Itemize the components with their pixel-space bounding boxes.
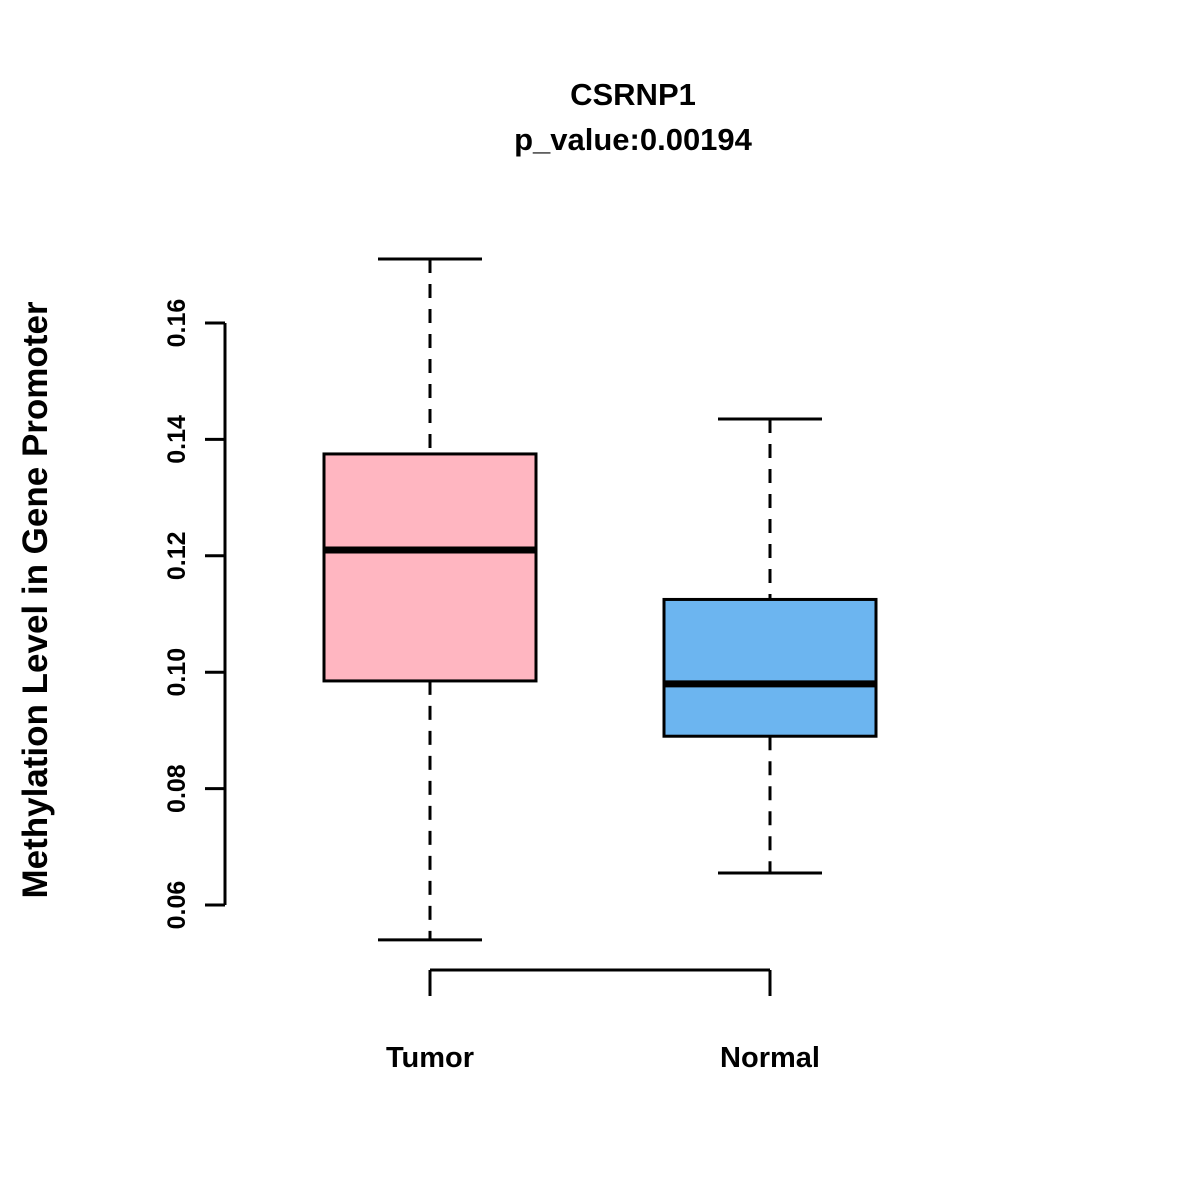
chart-subtitle: p_value:0.00194	[514, 122, 752, 158]
y-tick-label: 0.06	[163, 881, 191, 930]
category-label-normal: Normal	[720, 1042, 820, 1074]
y-tick-label: 0.16	[163, 299, 191, 348]
title-block: CSRNP1 p_value:0.00194	[33, 76, 1200, 158]
y-tick-label: 0.14	[163, 415, 191, 464]
tumor-box	[322, 452, 538, 683]
category-label-tumor: Tumor	[385, 1042, 475, 1074]
y-tick-label: 0.08	[163, 764, 191, 813]
y-tick-label: 0.10	[163, 648, 191, 697]
y-tick-label: 0.12	[163, 531, 191, 580]
chart-title: CSRNP1	[570, 77, 696, 112]
normal-box	[662, 597, 878, 738]
